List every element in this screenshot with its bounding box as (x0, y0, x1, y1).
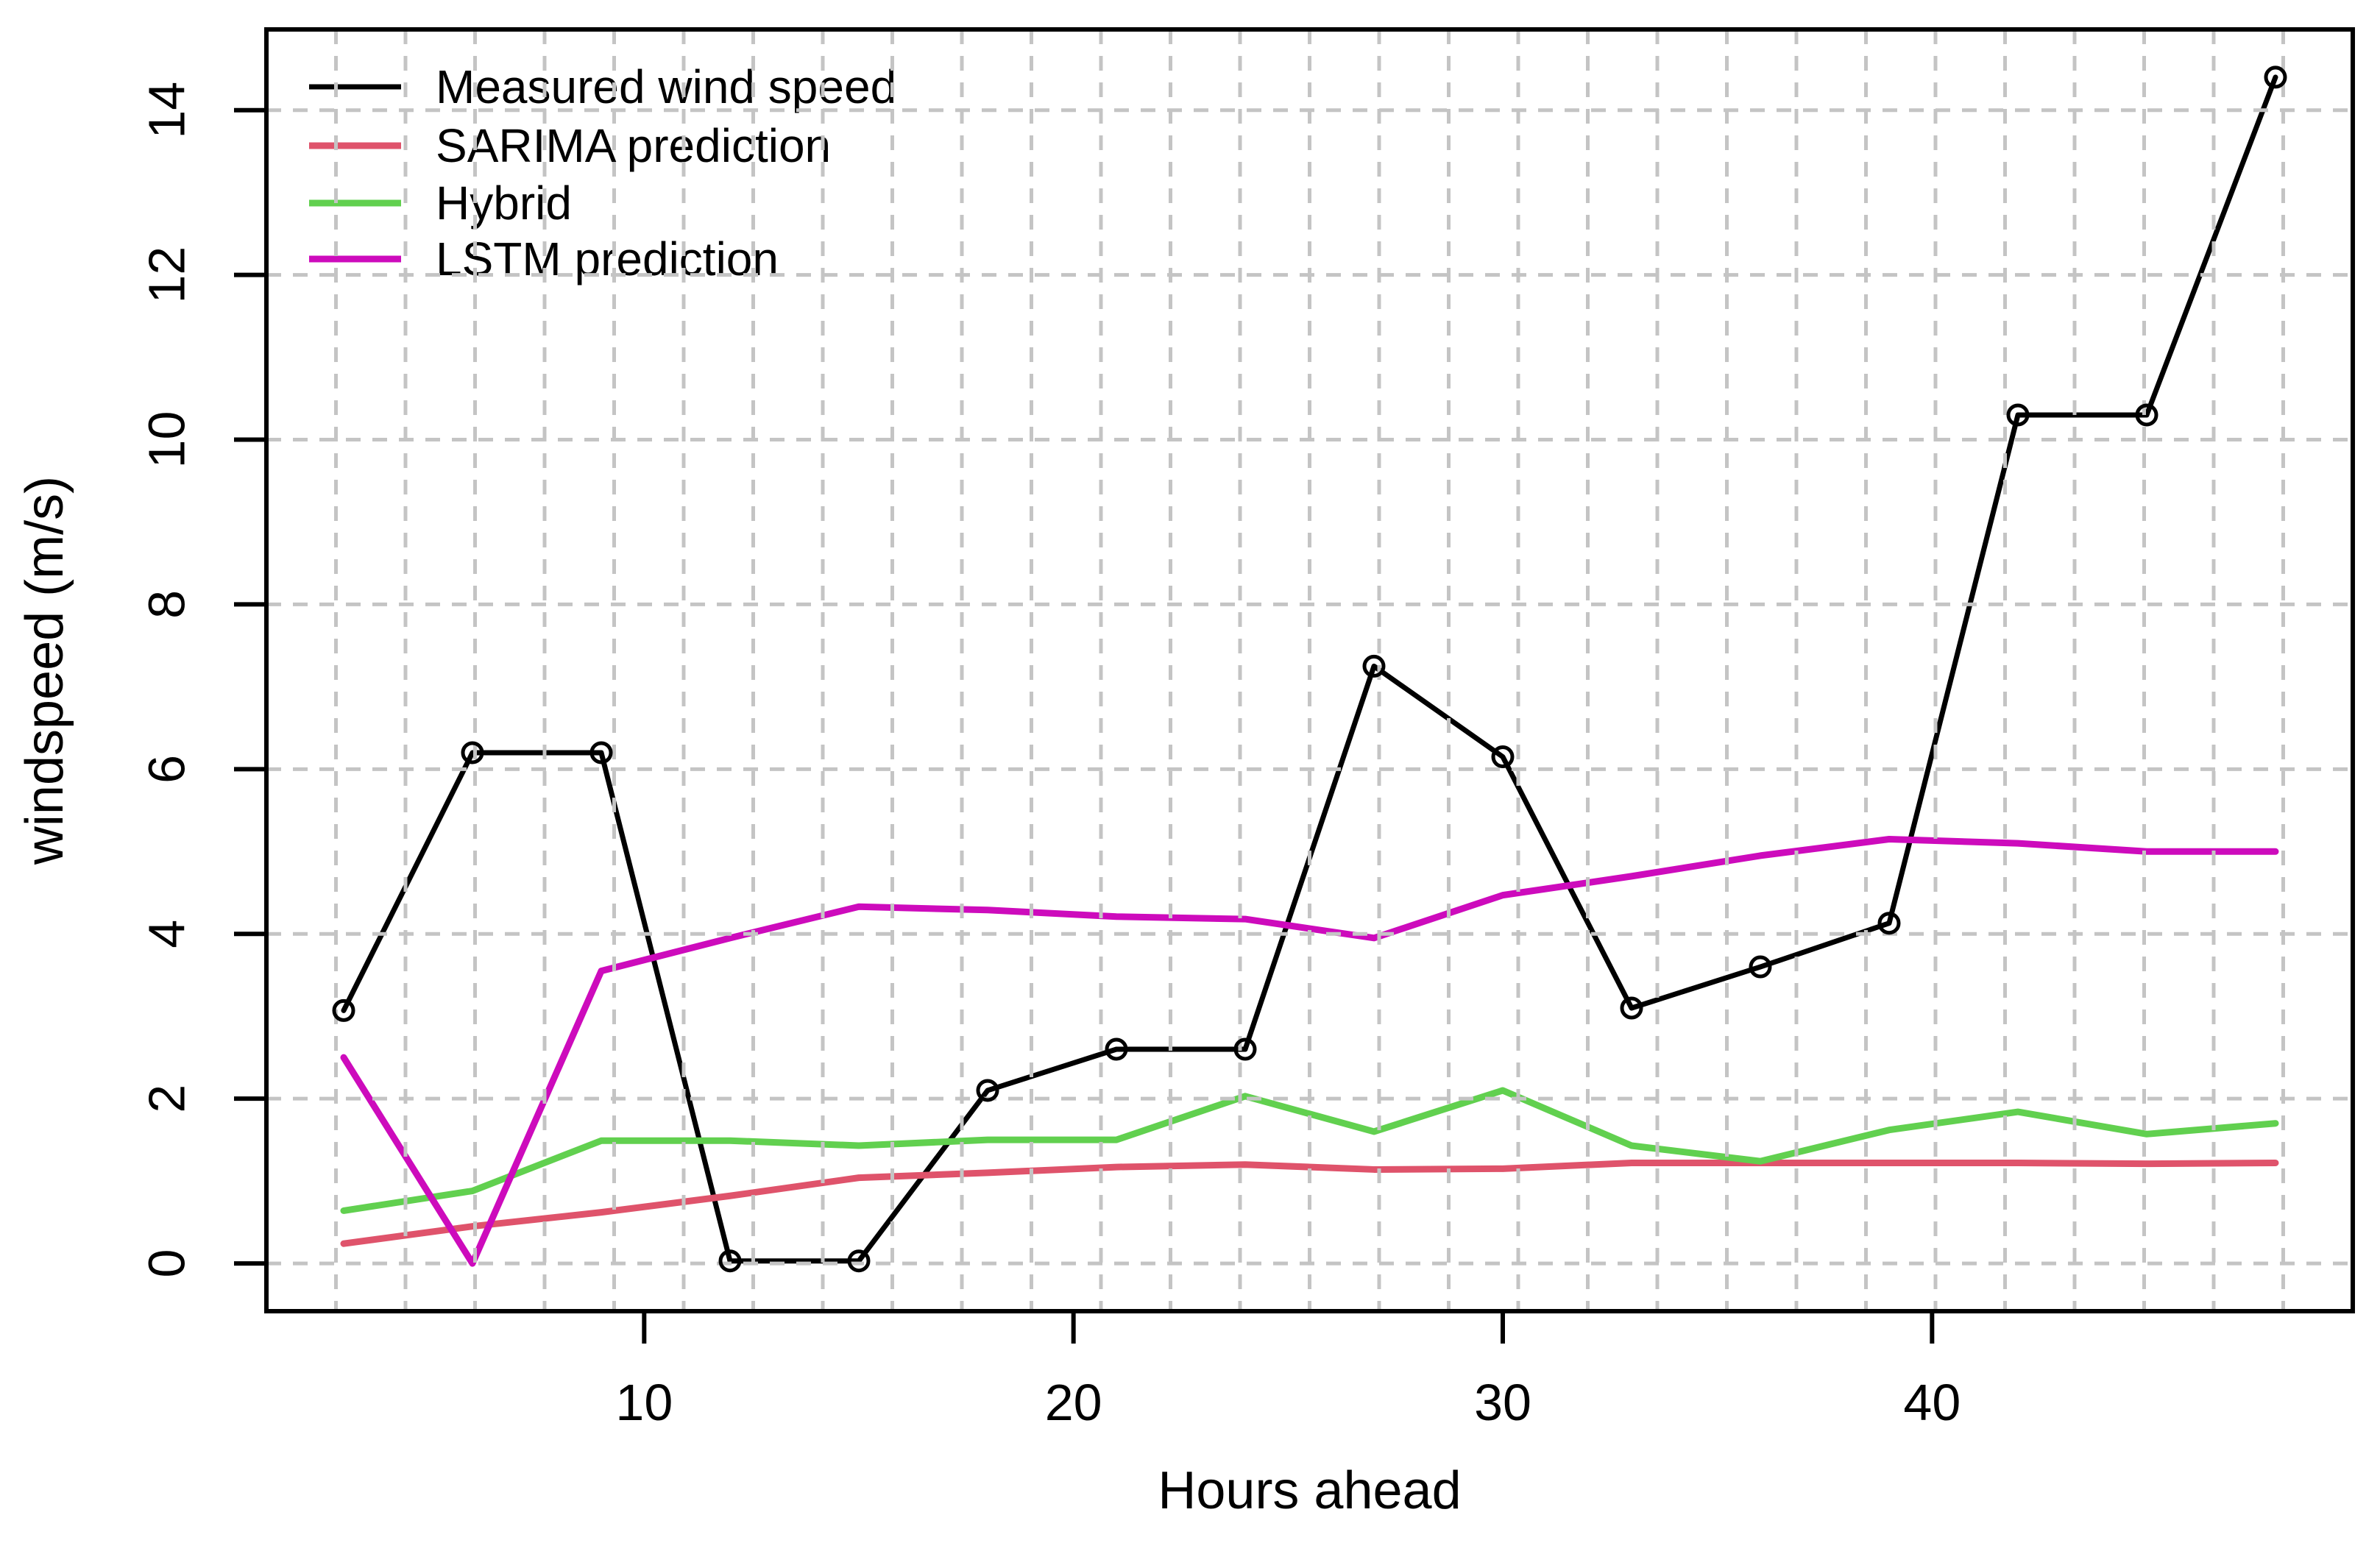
y-tick-label: 8 (138, 590, 195, 619)
series-line-3 (340, 836, 2279, 1267)
y-tick-label: 12 (138, 246, 195, 304)
data-point-marker (1620, 996, 1643, 1020)
y-tick-label: 2 (138, 1085, 195, 1113)
y-tick-label: 14 (138, 82, 195, 139)
data-point-marker (2006, 403, 2030, 427)
y-tick-label: 10 (138, 411, 195, 469)
data-point-marker (332, 998, 355, 1022)
data-point-marker (461, 741, 484, 764)
x-tick-label: 20 (1045, 1374, 1102, 1431)
data-point-marker (2135, 403, 2158, 427)
data-point-marker (589, 741, 613, 764)
plot-box (264, 27, 2355, 1313)
x-tick-label: 10 (615, 1374, 673, 1431)
legend-label-1: SARIMA prediction (436, 119, 831, 172)
x-tick-label: 40 (1903, 1374, 1961, 1431)
data-point-marker (847, 1249, 871, 1273)
data-point-marker (1877, 912, 1901, 935)
x-axis-title: Hours ahead (1158, 1461, 1461, 1520)
data-point-marker (1233, 1037, 1257, 1061)
series-line-2 (340, 1087, 2279, 1214)
x-tick-label: 30 (1474, 1374, 1531, 1431)
legend-label-3: LSTM prediction (436, 233, 779, 285)
data-point-marker (1105, 1037, 1128, 1061)
y-tick-label: 6 (138, 755, 195, 784)
data-point-marker (2264, 65, 2287, 89)
legend-label-0: Measured wind speed (436, 60, 896, 113)
y-tick-label: 4 (138, 920, 195, 948)
data-point-marker (718, 1249, 742, 1273)
y-tick-label: 0 (138, 1249, 195, 1278)
legend-label-2: Hybrid (436, 177, 572, 230)
series-line-1 (340, 1159, 2279, 1247)
data-point-marker (1362, 654, 1386, 678)
y-axis-title: windspeed (m/s) (15, 476, 74, 865)
data-point-marker (1749, 955, 1772, 979)
data-point-marker (976, 1079, 999, 1102)
data-point-marker (1491, 745, 1515, 769)
